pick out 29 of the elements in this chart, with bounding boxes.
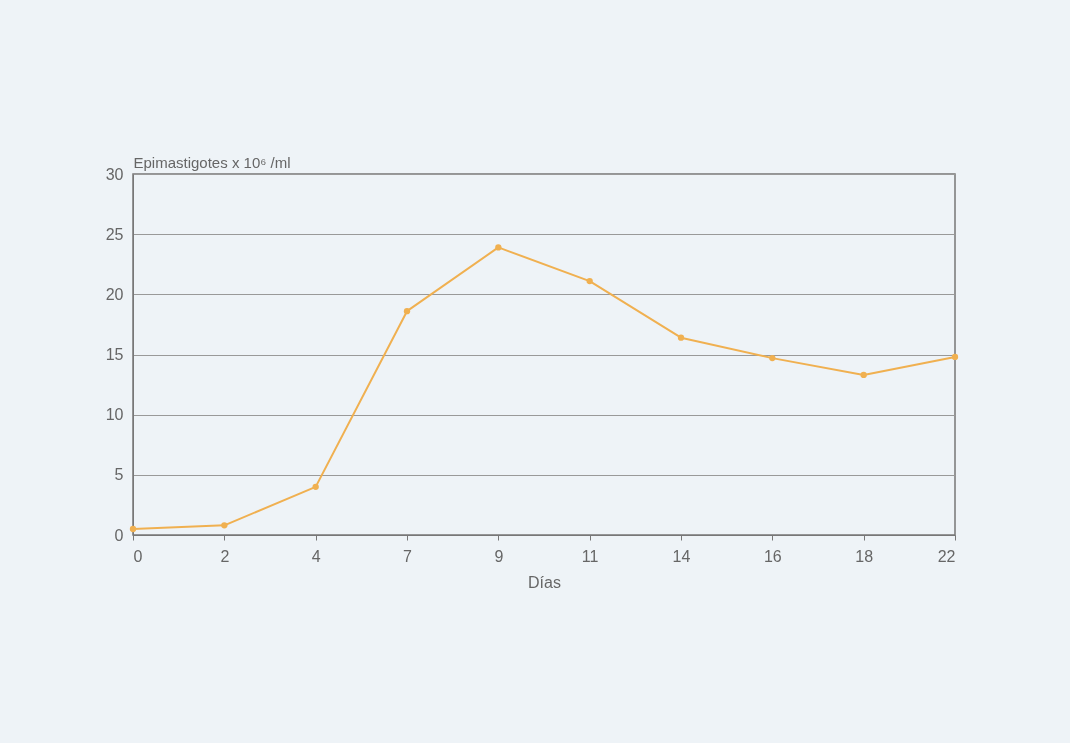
y-tick-label: 30	[105, 165, 124, 183]
x-tick-label: 7	[403, 547, 413, 565]
point	[495, 244, 502, 251]
y-tick-label: 0	[114, 526, 124, 544]
x-tick-label: 11	[581, 547, 599, 565]
y-tick-label: 10	[105, 406, 124, 424]
point	[312, 483, 319, 491]
point	[586, 277, 593, 285]
point	[129, 525, 137, 533]
x-tick-label: 4	[311, 547, 321, 565]
point	[677, 334, 685, 341]
y-tick-label: 20	[105, 285, 124, 303]
x-tick-label: 16	[763, 547, 782, 565]
point	[951, 353, 959, 361]
x-tick-label: 0	[133, 547, 143, 565]
x-tick-label: 9	[494, 547, 504, 565]
point	[221, 522, 228, 529]
x-tick-label: 22	[937, 547, 956, 565]
x-tick-label: 18	[855, 547, 874, 565]
x-tick-label: 2	[220, 547, 230, 565]
y-axis-title: Epimastigotes x 10⁶ /ml	[133, 153, 291, 171]
point	[403, 308, 411, 315]
y-tick-label: 25	[105, 225, 124, 243]
point	[769, 354, 776, 362]
x-tick-label: 14	[672, 547, 691, 565]
y-tick-label: 5	[114, 466, 124, 484]
point	[860, 371, 867, 379]
y-tick-label: 15	[105, 346, 124, 363]
x-axis-title: Días	[528, 573, 561, 591]
